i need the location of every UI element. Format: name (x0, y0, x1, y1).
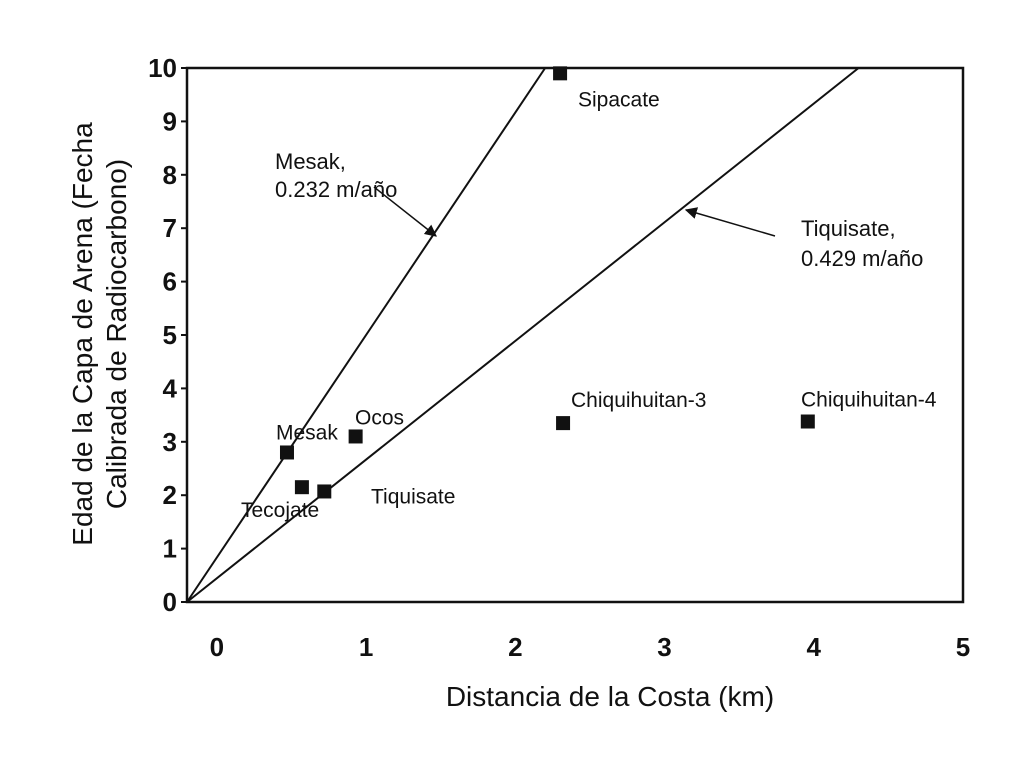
y-tick-labels: 0 1 2 3 4 5 6 7 8 9 10 (148, 53, 177, 617)
line-annotation-text: Tiquisate, (801, 216, 896, 241)
data-point-chiquihuitan-3 (556, 416, 571, 431)
annotation-arrow (684, 207, 776, 237)
point-label: Chiquihuitan-4 (801, 389, 937, 412)
y-tick-label: 2 (163, 480, 177, 510)
trend-line-mesak (186, 67, 546, 603)
point-label: Tiquisate (371, 485, 455, 508)
data-point-chiquihuitan-4 (800, 414, 815, 429)
y-tick-label: 4 (163, 373, 178, 403)
y-tick-label: 6 (163, 267, 177, 297)
y-ticks (181, 67, 187, 603)
x-tick-label: 2 (508, 632, 522, 662)
y-tick-label: 9 (163, 106, 177, 136)
y-tick-label: 7 (163, 213, 177, 243)
line-annotation-text: 0.429 m/año (801, 246, 923, 271)
annotation-arrow (373, 186, 437, 237)
line-annotations: Mesak, 0.232 m/año Tiquisate, 0.429 m/año (275, 149, 923, 271)
point-label: Chiquihuitan-3 (571, 389, 706, 412)
y-axis-title-line-2: Calibrada de Radiocarbono) (101, 159, 132, 509)
x-tick-label: 1 (359, 632, 373, 662)
trend-lines (186, 67, 860, 603)
y-tick-label: 8 (163, 160, 177, 190)
data-point-ocos (348, 429, 363, 444)
data-point-tecojate (294, 480, 309, 495)
y-tick-label: 5 (163, 320, 177, 350)
line-annotation-text: Mesak, (275, 149, 346, 174)
x-tick-labels: 0 1 2 3 4 5 (210, 632, 971, 662)
point-label: Sipacate (578, 88, 660, 111)
y-tick-label: 1 (163, 534, 177, 564)
x-tick-label: 4 (807, 632, 822, 662)
data-point-sipacate (553, 66, 568, 81)
y-tick-label: 3 (163, 427, 177, 457)
y-axis-title: Edad de la Capa de Arena (Fecha Calibrad… (67, 122, 132, 546)
line-annotation-text: 0.232 m/año (275, 177, 397, 202)
point-label: Ocos (355, 406, 404, 429)
data-points (279, 66, 815, 499)
point-label: Mesak (276, 421, 338, 444)
y-axis-title-line-1: Edad de la Capa de Arena (Fecha (67, 122, 98, 546)
y-tick-label: 10 (148, 53, 177, 83)
point-label: Tecojate (241, 499, 319, 522)
trend-line-tiquisate (186, 67, 860, 603)
x-tick-label: 0 (210, 632, 224, 662)
data-point-tiquisate (317, 484, 332, 499)
point-labels: Sipacate Mesak Ocos Tecojate Tiquisate Chiqui… (241, 88, 937, 522)
y-tick-label: 0 (163, 587, 177, 617)
x-tick-label: 3 (657, 632, 671, 662)
data-point-mesak (279, 445, 294, 460)
x-axis-title: Distancia de la Costa (km) (446, 681, 774, 712)
x-tick-label: 5 (956, 632, 970, 662)
